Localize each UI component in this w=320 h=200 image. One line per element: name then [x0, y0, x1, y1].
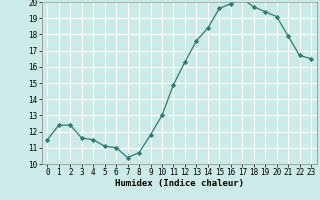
X-axis label: Humidex (Indice chaleur): Humidex (Indice chaleur)	[115, 179, 244, 188]
